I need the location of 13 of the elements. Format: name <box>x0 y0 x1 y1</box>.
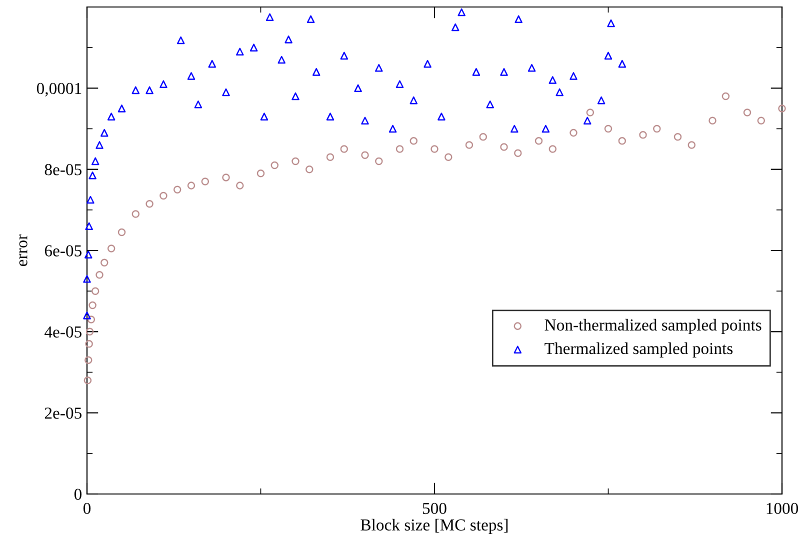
y-tick-label: 4e-05 <box>44 326 82 338</box>
y-axis-title: error <box>19 234 28 266</box>
y-tick-label: 8e-05 <box>44 164 82 176</box>
y-tick-label: 0,0001 <box>36 82 82 97</box>
y-tick-label: 0 <box>74 488 82 500</box>
x-tick-label: 0 <box>83 502 91 514</box>
y-tick-label: 6e-05 <box>44 245 82 256</box>
legend-label: Thermalized sampled points <box>544 342 733 358</box>
x-tick-label: 500 <box>422 502 446 514</box>
x-tick-label: 1000 <box>766 502 798 514</box>
legend-label: Non-thermalized sampled points <box>544 318 762 334</box>
y-tick-label: 2e-05 <box>44 408 82 419</box>
x-axis-title: Block size [MC steps] <box>360 518 508 534</box>
